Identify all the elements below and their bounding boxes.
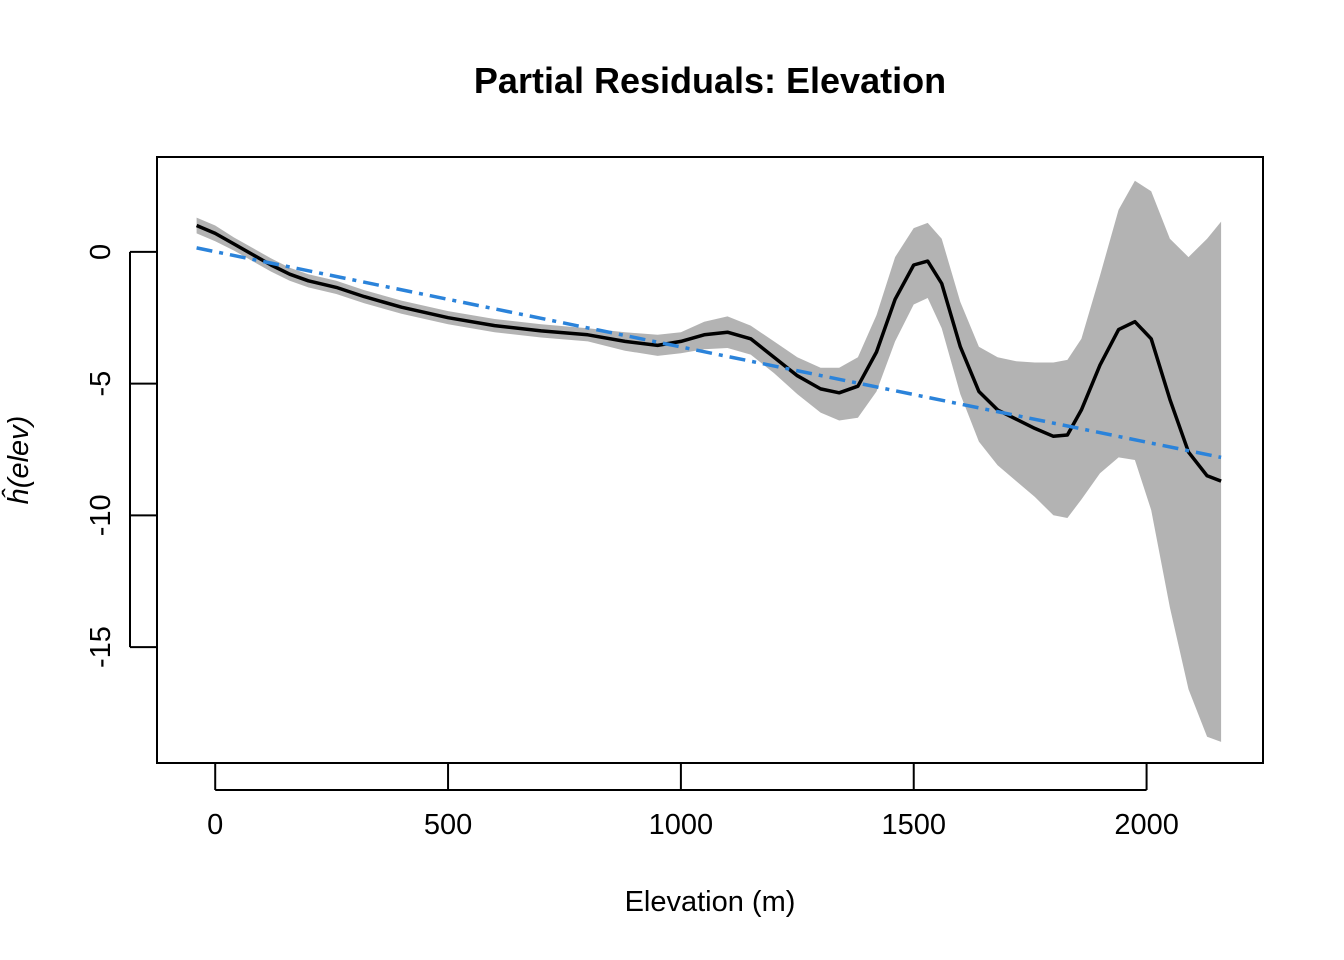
x-tick-label: 1500	[881, 809, 946, 841]
y-axis-label: ĥ(elev)	[1, 416, 35, 505]
x-axis-label: Elevation (m)	[625, 886, 796, 918]
y-tick-label: -15	[85, 626, 117, 668]
linear-fit-line	[196, 246, 1222, 460]
y-tick-label: -10	[85, 494, 117, 536]
chart-title: Partial Residuals: Elevation	[474, 60, 946, 101]
confidence-band	[196, 180, 1222, 742]
x-tick-label: 2000	[1114, 809, 1179, 841]
x-tick-label: 500	[424, 809, 472, 841]
plot-frame	[156, 156, 1264, 764]
smooth-fit-line	[195, 223, 1222, 483]
y-tick-label: 0	[85, 244, 117, 260]
x-tick-label: 0	[207, 809, 223, 841]
x-tick-label: 1000	[649, 809, 714, 841]
y-tick-label: -5	[85, 371, 117, 397]
